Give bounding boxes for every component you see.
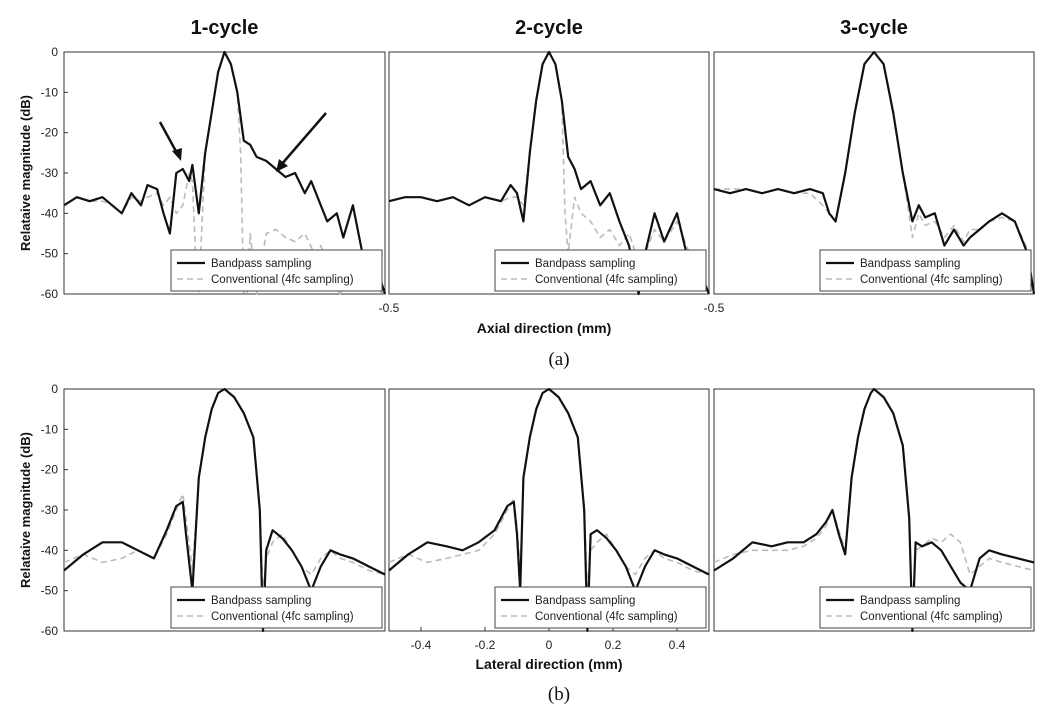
y-axis-label: Relataive magnitude (dB)	[18, 432, 33, 588]
subfigure-label-b: (b)	[548, 684, 570, 705]
legend-label: Bandpass sampling	[860, 258, 960, 270]
y-tick-label: -20	[41, 463, 59, 477]
y-tick-label: -10	[41, 422, 59, 436]
chart-title: 2-cycle	[515, 17, 583, 39]
legend-label: Bandpass sampling	[535, 258, 635, 270]
y-tick-label: -30	[41, 503, 59, 517]
y-tick-label: -30	[41, 166, 59, 180]
legend-box	[494, 586, 707, 629]
y-tick-label: -50	[41, 247, 59, 261]
annotation-arrow-right	[280, 112, 327, 166]
legend-label: Bandpass sampling	[211, 595, 311, 607]
legend-label: Bandpass sampling	[535, 595, 635, 607]
legend-box	[170, 249, 383, 292]
y-tick-label: -50	[41, 584, 59, 598]
annotation-arrowhead-left	[172, 148, 182, 161]
series-line-bandpass	[388, 50, 711, 296]
x-axis-label: Lateral direction (mm)	[475, 656, 622, 672]
chart-title: 3-cycle	[840, 17, 908, 39]
annotation-arrowhead-right	[276, 159, 288, 172]
y-tick-label: 0	[51, 45, 58, 59]
x-tick-label: -0.5	[379, 301, 400, 315]
series-line-bandpass	[713, 50, 1036, 295]
legend-label: Conventional (4fc sampling)	[860, 611, 1003, 623]
y-tick-label: -20	[41, 126, 59, 140]
series-line-bandpass	[63, 387, 386, 633]
legend-label: Bandpass sampling	[860, 595, 960, 607]
y-tick-label: -60	[41, 287, 59, 301]
x-tick-label: 0.4	[669, 638, 686, 652]
legend-label: Conventional (4fc sampling)	[535, 611, 678, 623]
y-tick-label: -10	[41, 85, 59, 99]
chart-title: 1-cycle	[191, 17, 259, 39]
series-line-bandpass	[63, 50, 387, 295]
legend-box	[819, 586, 1032, 629]
x-tick-label: 0	[546, 638, 553, 652]
x-axis-label-axial: Axial direction (mm)	[477, 320, 612, 336]
subfigure-label-a: (a)	[548, 349, 569, 370]
legend-box	[819, 249, 1032, 292]
legend-box	[494, 249, 707, 292]
x-tick-label: -0.5	[704, 301, 725, 315]
x-tick-label: 0.2	[605, 638, 622, 652]
legend-label: Conventional (4fc sampling)	[211, 274, 354, 286]
y-tick-label: -40	[41, 206, 59, 220]
x-tick-label: -0.4	[411, 638, 432, 652]
series-line-bandpass	[388, 387, 710, 633]
y-tick-label: 0	[51, 382, 58, 396]
legend-label: Conventional (4fc sampling)	[211, 611, 354, 623]
y-axis-label: Relataive magnitude (dB)	[18, 95, 33, 251]
y-tick-label: -60	[41, 624, 59, 638]
legend-label: Bandpass sampling	[211, 258, 311, 270]
legend-label: Conventional (4fc sampling)	[860, 274, 1003, 286]
x-tick-label: -0.2	[475, 638, 496, 652]
annotation-arrow-left	[158, 121, 180, 156]
y-tick-label: -40	[41, 543, 59, 557]
legend-box	[170, 586, 383, 629]
legend-label: Conventional (4fc sampling)	[535, 274, 678, 286]
